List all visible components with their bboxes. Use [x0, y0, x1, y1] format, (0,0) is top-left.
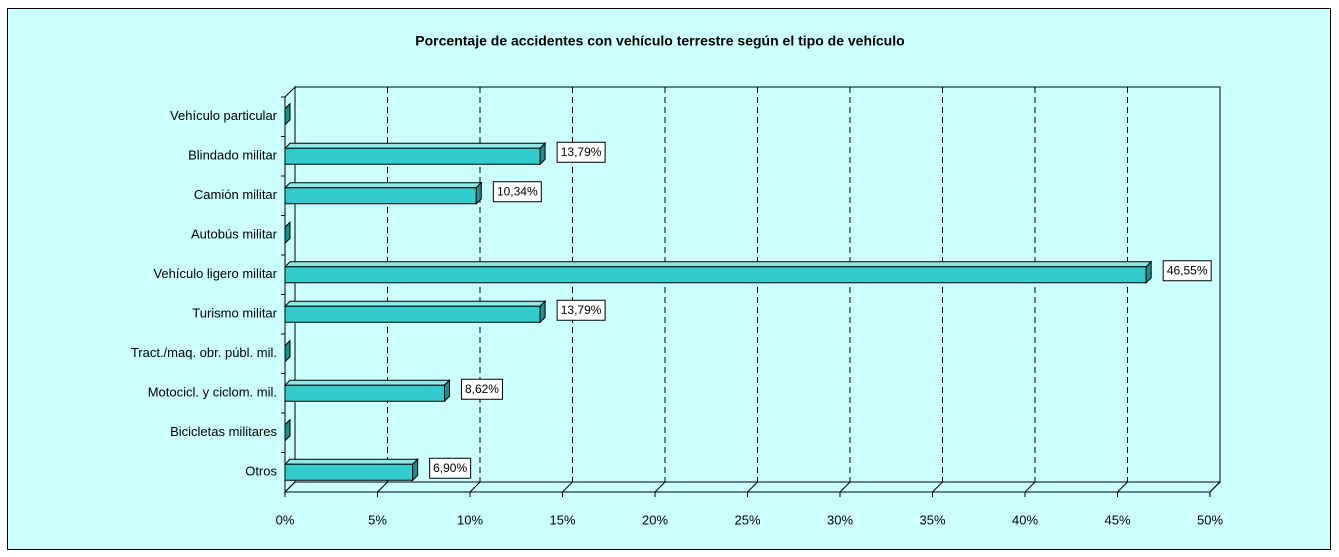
- value-label-box: [1162, 260, 1212, 282]
- bar-side: [475, 181, 482, 205]
- y-tick-label: Motocicl. y ciclom. mil.: [148, 385, 277, 400]
- bar: [284, 187, 477, 205]
- x-tick-label: 50%: [1197, 512, 1223, 527]
- floor-tick: [839, 481, 851, 493]
- value-label-box: [460, 378, 503, 400]
- x-tick-label: 35%: [919, 512, 945, 527]
- y-tick-label: Otros: [245, 464, 277, 479]
- floor-tick: [377, 481, 388, 493]
- x-tick-label: 20%: [642, 512, 668, 527]
- value-label-box: [492, 181, 542, 203]
- bar-top: [283, 379, 451, 386]
- bar-top: [283, 142, 547, 149]
- x-tick-label: 15%: [549, 512, 575, 527]
- value-label-box: [556, 141, 606, 163]
- bar: [284, 305, 541, 323]
- x-tick-label: 5%: [368, 512, 387, 527]
- floor-tick: [469, 481, 481, 493]
- value-label: 10,34%: [497, 184, 538, 198]
- bar-side: [443, 379, 450, 403]
- bar-top: [283, 300, 547, 307]
- floor-tick: [562, 481, 573, 493]
- chart-title: Porcentaje de accidentes con vehículo te…: [415, 33, 904, 49]
- y-tick-label: Camión militar: [194, 187, 278, 202]
- bar: [284, 463, 414, 481]
- y-tick-label: Tract./maq. obr. públ. mil.: [131, 345, 277, 360]
- value-label: 13,79%: [561, 145, 602, 159]
- floor-tick: [1209, 481, 1221, 493]
- bar-side: [1145, 260, 1152, 284]
- floor-tick: [747, 481, 758, 493]
- floor-tick: [932, 481, 943, 493]
- bar-top: [283, 261, 1153, 268]
- value-label-box: [556, 299, 606, 321]
- y-tick-label: Bicicletas militares: [170, 424, 277, 439]
- y-tick-label: Vehículo particular: [170, 108, 278, 123]
- bar-side: [539, 300, 546, 324]
- y-tick-label: Vehículo ligero militar: [153, 266, 277, 281]
- floor-tick: [284, 481, 296, 493]
- bar-top: [283, 458, 419, 465]
- bar-side: [539, 142, 546, 166]
- value-label: 46,55%: [1167, 263, 1208, 277]
- y-tick-label: Autobús militar: [191, 227, 278, 242]
- x-tick-label: 25%: [734, 512, 760, 527]
- bar-top: [283, 182, 483, 189]
- x-tick-label: 30%: [827, 512, 853, 527]
- x-tick-label: 40%: [1012, 512, 1038, 527]
- bar: [284, 147, 541, 165]
- value-label: 13,79%: [561, 303, 602, 317]
- x-tick-label: 0%: [276, 512, 295, 527]
- bar: [284, 266, 1147, 284]
- floor-tick: [1117, 481, 1128, 493]
- y-tick-label: Turismo militar: [192, 306, 277, 321]
- x-tick-label: 10%: [457, 512, 483, 527]
- bar-side: [412, 458, 419, 482]
- value-label: 8,62%: [465, 382, 499, 396]
- y-tick-label: Blindado militar: [188, 148, 278, 163]
- bar: [284, 384, 445, 402]
- x-tick-label: 45%: [1104, 512, 1130, 527]
- floor-tick: [654, 481, 666, 493]
- floor-tick: [1024, 481, 1036, 493]
- value-label-box: [429, 457, 472, 479]
- value-label: 6,90%: [433, 461, 467, 475]
